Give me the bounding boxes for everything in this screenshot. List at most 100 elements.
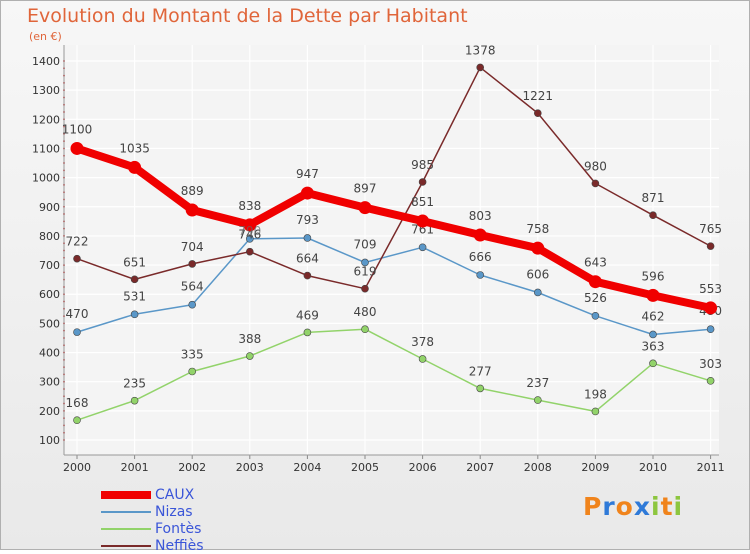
- x-tick-label: 2011: [697, 461, 725, 474]
- data-label-neffies: 1221: [523, 89, 554, 103]
- data-point-caux: [128, 160, 142, 174]
- data-point-fontes: [649, 359, 657, 368]
- y-tick-label: 400: [39, 347, 60, 360]
- chart-legend: CAUX Nizas Fontès Neffiès: [101, 486, 204, 554]
- data-label-neffies: 704: [181, 240, 204, 254]
- data-point-nizas: [649, 330, 657, 339]
- legend-item-nizas: Nizas: [101, 503, 204, 520]
- data-label-fontes: 480: [354, 305, 377, 319]
- data-label-nizas: 709: [354, 237, 377, 251]
- data-label-fontes: 303: [699, 357, 722, 371]
- y-tick-label: 1300: [32, 84, 60, 97]
- proxiti-logo: Proxiti: [583, 492, 683, 521]
- data-point-caux: [358, 201, 372, 215]
- data-label-neffies: 619: [354, 265, 377, 279]
- data-point-fontes: [591, 407, 600, 416]
- y-tick-label: 200: [39, 405, 60, 418]
- data-label-neffies: 985: [411, 158, 434, 172]
- data-label-nizas: 526: [584, 291, 607, 305]
- data-label-nizas: 470: [66, 307, 89, 321]
- data-point-nizas: [533, 288, 542, 297]
- data-point-neffies: [246, 247, 254, 256]
- data-label-neffies: 651: [123, 255, 146, 269]
- x-tick-label: 2007: [466, 461, 494, 474]
- chart-title: Evolution du Montant de la Dette par Hab…: [27, 5, 468, 27]
- data-label-caux: 851: [411, 195, 434, 209]
- x-tick-label: 2008: [524, 461, 552, 474]
- data-point-nizas: [130, 310, 139, 319]
- x-tick-label: 2009: [581, 461, 609, 474]
- data-label-caux: 643: [584, 256, 607, 270]
- data-point-caux: [646, 288, 660, 302]
- y-tick-label: 500: [39, 317, 60, 330]
- y-tick-label: 1400: [32, 55, 60, 68]
- data-point-neffies: [476, 63, 485, 72]
- data-label-nizas: 793: [296, 213, 319, 227]
- data-point-nizas: [246, 235, 254, 243]
- legend-swatch: [101, 510, 151, 513]
- logo-letter: i: [673, 492, 684, 521]
- data-point-neffies: [533, 109, 542, 117]
- data-label-fontes: 198: [584, 387, 607, 401]
- y-tick-label: 100: [39, 434, 60, 447]
- logo-letter: x: [633, 492, 651, 521]
- data-label-fontes: 237: [526, 376, 549, 390]
- y-tick-label: 1000: [32, 172, 60, 185]
- data-point-nizas: [188, 300, 196, 309]
- legend-swatch: [101, 527, 151, 530]
- data-label-nizas: 564: [181, 280, 204, 294]
- data-point-caux: [704, 301, 718, 315]
- data-label-neffies: 664: [296, 252, 319, 266]
- legend-label: Neffiès: [155, 537, 204, 554]
- data-point-nizas: [418, 243, 427, 252]
- data-label-nizas: 462: [642, 309, 665, 323]
- legend-item-fontes: Fontès: [101, 520, 204, 537]
- data-label-neffies: 871: [642, 191, 665, 205]
- data-label-neffies: 1378: [465, 43, 496, 57]
- data-label-neffies: 746: [238, 228, 261, 242]
- data-point-neffies: [130, 275, 139, 284]
- data-point-nizas: [591, 312, 600, 320]
- data-point-caux: [243, 218, 257, 232]
- data-point-caux: [588, 275, 602, 289]
- data-point-fontes: [303, 328, 312, 337]
- data-point-fontes: [361, 325, 369, 334]
- data-point-nizas: [73, 328, 81, 336]
- logo-letter: P: [583, 492, 603, 521]
- x-tick-label: 2000: [63, 461, 91, 474]
- x-tick-label: 2010: [639, 461, 667, 474]
- y-tick-label: 1200: [32, 113, 60, 126]
- data-label-fontes: 378: [411, 335, 434, 349]
- data-label-caux: 553: [699, 282, 722, 296]
- data-point-neffies: [418, 178, 427, 186]
- data-label-fontes: 235: [123, 377, 146, 391]
- data-label-fontes: 168: [66, 396, 89, 410]
- logo-letter: o: [615, 492, 634, 521]
- y-tick-label: 700: [39, 259, 60, 272]
- data-point-nizas: [706, 325, 715, 334]
- data-point-fontes: [476, 384, 485, 393]
- data-label-caux: 947: [296, 167, 319, 181]
- data-label-nizas: 790: [238, 224, 261, 238]
- series-line-fontes: [76, 328, 712, 421]
- data-point-neffies: [361, 284, 369, 293]
- series-line-nizas: [76, 237, 712, 336]
- y-tick-label: 800: [39, 230, 60, 243]
- data-label-caux: 838: [238, 199, 261, 213]
- data-label-nizas: 606: [526, 267, 549, 281]
- data-point-neffies: [188, 260, 196, 268]
- data-point-fontes: [73, 416, 81, 424]
- data-label-caux: 1035: [119, 141, 150, 155]
- data-point-caux: [300, 186, 314, 200]
- data-label-fontes: 363: [642, 339, 665, 353]
- data-label-fontes: 388: [238, 332, 261, 346]
- data-point-nizas: [303, 234, 312, 242]
- data-label-neffies: 980: [584, 159, 607, 173]
- data-point-fontes: [246, 352, 254, 360]
- x-tick-label: 2002: [178, 461, 206, 474]
- data-point-fontes: [130, 396, 139, 405]
- logo-letter: r: [602, 492, 616, 521]
- legend-label: CAUX: [155, 486, 195, 503]
- logo-letter: i: [651, 492, 661, 521]
